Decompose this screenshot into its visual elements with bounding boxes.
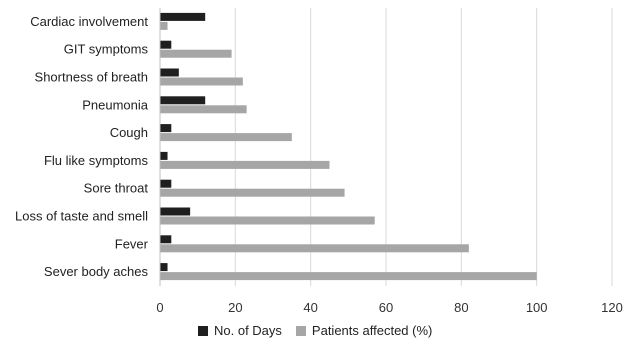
bar-patients-affected (160, 216, 375, 225)
bar-no-of-days (160, 40, 172, 49)
bar-no-of-days (160, 263, 168, 272)
y-category-label: GIT symptoms (64, 42, 149, 57)
x-tick-label: 40 (303, 300, 317, 315)
y-category-label: Loss of taste and smell (15, 209, 148, 224)
y-category-label: Cardiac involvement (30, 14, 148, 29)
y-category-label: Sever body aches (44, 264, 149, 279)
bar-patients-affected (160, 244, 469, 253)
bar-patients-affected (160, 21, 168, 30)
bar-no-of-days (160, 235, 172, 244)
x-tick-label: 60 (379, 300, 393, 315)
bar-patients-affected (160, 49, 232, 58)
bar-no-of-days (160, 12, 206, 21)
bar-no-of-days (160, 68, 179, 77)
legend-label-no-of-days: No. of Days (214, 323, 282, 338)
x-tick-label: 100 (526, 300, 548, 315)
bar-patients-affected (160, 105, 247, 114)
x-tick-label: 0 (156, 300, 163, 315)
legend-label-patients-affected: Patients affected (%) (311, 323, 433, 338)
x-tick-label: 120 (601, 300, 623, 315)
legend-item-patients-affected: Patients affected (%) (295, 323, 433, 339)
bar-no-of-days (160, 179, 172, 188)
chart-legend: No. of Days Patients affected (%) (198, 323, 432, 339)
bar-patients-affected (160, 160, 330, 169)
bar-no-of-days (160, 96, 206, 105)
x-tick-label: 20 (228, 300, 242, 315)
bar-patients-affected (160, 133, 292, 142)
bar-patients-affected (160, 272, 537, 281)
y-category-label: Flu like symptoms (44, 153, 149, 168)
bar-no-of-days (160, 124, 172, 133)
y-category-label: Shortness of breath (35, 70, 148, 85)
x-tick-label: 80 (454, 300, 468, 315)
bar-patients-affected (160, 77, 243, 86)
y-category-label: Sore throat (84, 181, 149, 196)
y-category-label: Cough (110, 125, 148, 140)
y-category-label: Fever (115, 236, 149, 251)
bar-no-of-days (160, 207, 191, 216)
legend-swatch-no-of-days (198, 326, 208, 336)
bar-no-of-days (160, 151, 168, 160)
bar-patients-affected (160, 188, 345, 197)
legend-item-no-of-days: No. of Days (198, 323, 282, 339)
y-category-label: Pneumonia (82, 97, 149, 112)
legend-swatch-patients-affected (295, 326, 306, 336)
